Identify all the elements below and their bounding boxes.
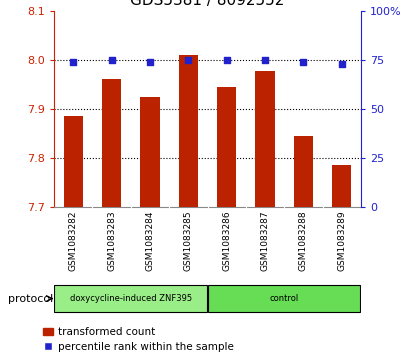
Point — [262, 57, 269, 63]
Bar — [179, 55, 198, 207]
Bar — [256, 71, 275, 207]
Point — [300, 59, 307, 65]
Legend: transformed count, percentile rank within the sample: transformed count, percentile rank withi… — [39, 323, 238, 356]
Point — [108, 57, 115, 63]
Point — [185, 57, 192, 63]
Title: GDS5381 / 8092552: GDS5381 / 8092552 — [130, 0, 285, 8]
Text: GSM1083287: GSM1083287 — [261, 211, 270, 272]
Bar — [63, 116, 83, 207]
Text: GSM1083285: GSM1083285 — [184, 211, 193, 272]
Text: protocol: protocol — [8, 294, 53, 303]
Text: GSM1083283: GSM1083283 — [107, 211, 116, 272]
Bar — [332, 165, 352, 207]
Bar — [294, 136, 313, 207]
Text: GSM1083282: GSM1083282 — [68, 211, 78, 271]
Text: GSM1083284: GSM1083284 — [145, 211, 154, 271]
Bar — [140, 97, 159, 207]
Point — [339, 61, 345, 67]
Bar — [217, 87, 236, 207]
Bar — [102, 79, 121, 207]
Bar — [54, 285, 207, 313]
Text: control: control — [270, 294, 299, 303]
Text: GSM1083286: GSM1083286 — [222, 211, 231, 272]
Point — [223, 57, 230, 63]
Text: GSM1083288: GSM1083288 — [299, 211, 308, 272]
Point — [70, 59, 76, 65]
Text: doxycycline-induced ZNF395: doxycycline-induced ZNF395 — [70, 294, 192, 303]
Text: GSM1083289: GSM1083289 — [337, 211, 347, 272]
Point — [146, 59, 153, 65]
Bar — [208, 285, 360, 313]
